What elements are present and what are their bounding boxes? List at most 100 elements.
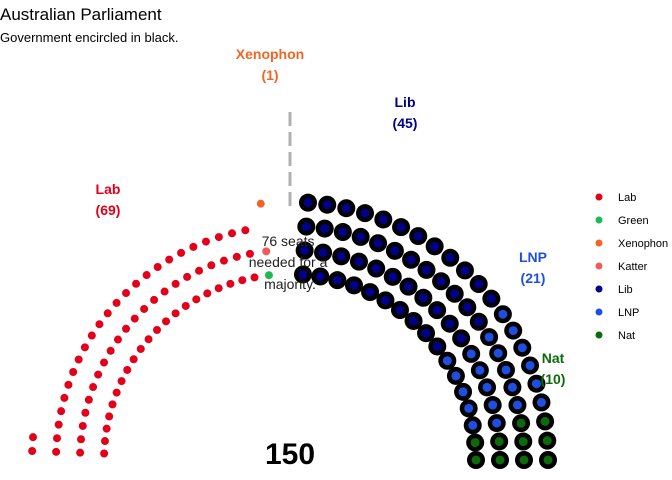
seat-lab xyxy=(54,420,63,429)
seat-lab xyxy=(57,407,66,416)
seat-lib xyxy=(430,241,440,251)
seat-lib xyxy=(303,198,313,208)
seat-lib xyxy=(390,246,400,256)
seat-nat xyxy=(518,437,528,447)
seat-lnp xyxy=(517,343,527,353)
seat-lab xyxy=(60,393,69,402)
seat-lnp xyxy=(488,400,498,410)
seat-lab xyxy=(153,263,162,272)
seat-lab xyxy=(177,248,186,257)
party-label-nat: Nat xyxy=(542,350,565,366)
majority-note-line-3: majority. xyxy=(264,276,316,292)
seat-lib xyxy=(432,341,442,351)
seat-lab xyxy=(232,252,241,261)
seat-lib xyxy=(460,265,470,275)
seat-green xyxy=(264,271,273,280)
seat-lib xyxy=(318,248,328,258)
seat-lab xyxy=(214,284,223,293)
majority-note: 76 seats needed for a majority. xyxy=(249,233,332,292)
seat-lab xyxy=(76,448,85,457)
party-label-lab: Lab xyxy=(96,181,121,197)
seat-lib xyxy=(395,305,405,315)
seat-lib xyxy=(341,203,351,213)
seat-lab xyxy=(201,237,210,246)
seat-lib xyxy=(474,279,484,289)
seat-nat xyxy=(494,436,504,446)
seat-lab xyxy=(241,226,250,235)
majority-note-line-2: needed for a xyxy=(249,254,328,270)
seat-lab xyxy=(112,298,121,307)
seat-lnp xyxy=(484,332,494,342)
chart-subtitle: Government encircled in black. xyxy=(0,30,178,45)
seat-lnp xyxy=(498,309,508,319)
seat-lib xyxy=(462,302,472,312)
seat-lib xyxy=(354,257,364,267)
seat-nat xyxy=(543,455,553,465)
party-label-xenophon: Xenophon xyxy=(236,46,304,62)
seat-lab xyxy=(214,233,223,242)
seat-lab xyxy=(77,435,86,444)
legend-label-lib: Lib xyxy=(618,284,633,296)
seat-lib xyxy=(404,282,414,292)
seat-lnp xyxy=(475,365,485,375)
seat-lib xyxy=(445,319,455,329)
seat-lnp xyxy=(468,420,478,430)
seat-lab xyxy=(106,346,115,355)
legend-swatch-green xyxy=(595,216,603,224)
seat-lnp xyxy=(493,348,503,358)
seat-lab xyxy=(122,324,131,333)
seat-lib xyxy=(388,272,398,282)
legend-label-xenophon: Xenophon xyxy=(618,238,668,250)
chart-title: Australian Parliament xyxy=(0,5,162,24)
seat-lab xyxy=(171,309,180,318)
seat-lib xyxy=(421,265,431,275)
seat-lab xyxy=(102,424,111,433)
seat-lab xyxy=(122,289,131,298)
seat-lnp xyxy=(482,382,492,392)
seat-lab xyxy=(108,400,117,409)
seat-lab xyxy=(103,309,112,318)
seat-lab xyxy=(189,242,198,251)
seat-lib xyxy=(300,246,310,256)
seat-lab xyxy=(142,271,151,280)
seat-lnp xyxy=(451,371,461,381)
seat-lib xyxy=(406,255,416,265)
party-count-lab: (69) xyxy=(96,202,121,218)
seat-lib xyxy=(380,295,390,305)
seat-lib xyxy=(421,328,431,338)
seat-lib xyxy=(349,280,359,290)
legend-swatch-lib xyxy=(595,285,603,293)
legend-label-katter: Katter xyxy=(618,261,648,273)
seat-nat xyxy=(542,436,552,446)
seat-lnp xyxy=(536,397,546,407)
seat-lab xyxy=(250,273,259,282)
legend-label-green: Green xyxy=(618,215,649,227)
seat-lib xyxy=(320,224,330,234)
seat-lib xyxy=(301,222,311,232)
seat-lab xyxy=(130,314,139,323)
seat-lab xyxy=(238,276,247,285)
seat-lib xyxy=(396,222,406,232)
total-seats: 150 xyxy=(265,438,315,471)
seat-lib xyxy=(378,214,388,224)
legend-swatch-xenophon xyxy=(595,239,603,247)
seat-lab xyxy=(192,295,201,304)
seat-lab xyxy=(181,301,190,310)
seat-lib xyxy=(445,253,455,263)
seat-lib xyxy=(450,289,460,299)
seat-lab xyxy=(203,289,212,298)
seat-lab xyxy=(165,255,174,264)
seat-lnp xyxy=(531,379,541,389)
seat-lab xyxy=(69,368,78,377)
seat-lab xyxy=(113,335,122,344)
seat-lab xyxy=(226,279,235,288)
seat-lab xyxy=(162,317,171,326)
seat-lib xyxy=(365,287,375,297)
legend-swatch-lnp xyxy=(595,308,603,316)
seat-lab xyxy=(160,287,169,296)
seat-lab xyxy=(207,261,216,270)
seat-lib xyxy=(332,275,342,285)
party-count-xenophon: (1) xyxy=(261,67,278,83)
seat-lnp xyxy=(525,360,535,370)
